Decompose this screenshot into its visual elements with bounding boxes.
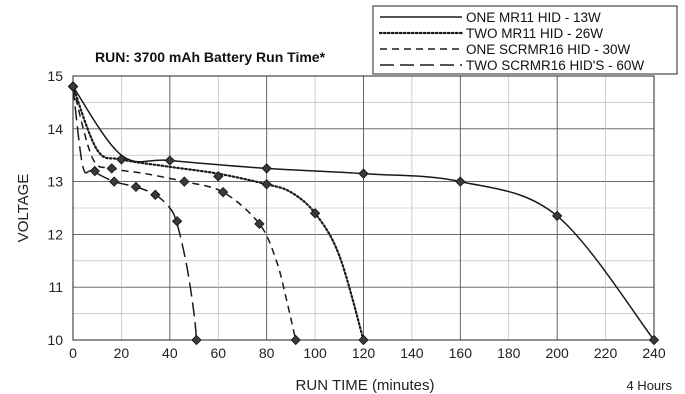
series-3-marker xyxy=(179,176,190,187)
x-tick-label: 100 xyxy=(303,345,327,361)
series-2-marker xyxy=(309,208,321,219)
legend-label: TWO SCRMR16 HID'S - 60W xyxy=(466,58,644,73)
series-1-marker xyxy=(455,176,466,187)
y-tick-label: 13 xyxy=(47,174,63,190)
tick-labels: 0 20 40 60 80 100 120 140 160 180 200 220 240 10 11 12 1… xyxy=(47,68,665,361)
series-line-2 xyxy=(71,85,365,342)
y-tick-label: 11 xyxy=(48,279,63,295)
y-tick-label: 15 xyxy=(47,68,63,84)
x-tick-label: 20 xyxy=(114,345,130,361)
x-tick-label: 60 xyxy=(210,345,226,361)
series-1-marker xyxy=(261,163,272,174)
series-3-marker xyxy=(254,218,265,230)
x-tick-label: 180 xyxy=(497,345,521,361)
series-1-marker xyxy=(552,210,563,222)
chart-title: RUN: 3700 mAh Battery Run Time* xyxy=(95,49,326,65)
series-1-marker xyxy=(358,168,369,179)
series-2-marker xyxy=(116,154,127,165)
y-tick-label: 14 xyxy=(47,121,63,137)
legend-label: TWO MR11 HID - 26W xyxy=(466,26,603,41)
series-2-marker xyxy=(213,171,224,182)
series-line-3 xyxy=(72,86,297,341)
y-tick-label: 10 xyxy=(47,332,63,348)
legend-label: ONE MR11 HID - 13W xyxy=(466,10,601,25)
duration-note: 4 Hours xyxy=(626,378,672,393)
grid xyxy=(72,75,655,341)
series-4-marker xyxy=(89,165,100,177)
x-tick-label: 160 xyxy=(449,345,473,361)
series-3-marker xyxy=(217,186,229,198)
series-4-marker xyxy=(108,176,120,187)
series-4-marker xyxy=(191,334,202,346)
x-tick-label: 0 xyxy=(69,345,77,361)
x-tick-label: 240 xyxy=(642,345,666,361)
series-2-marker xyxy=(358,334,369,346)
series-1-marker xyxy=(164,155,175,166)
x-axis-label: RUN TIME (minutes) xyxy=(296,377,435,394)
x-tick-label: 40 xyxy=(162,345,178,361)
y-axis-label: VOLTAGE xyxy=(15,174,32,243)
x-tick-label: 140 xyxy=(400,345,424,361)
series-layer xyxy=(67,81,660,346)
series-3-marker xyxy=(106,163,117,174)
series-4-marker xyxy=(67,81,79,92)
series-3-marker xyxy=(290,334,301,346)
x-tick-label: 80 xyxy=(259,345,275,361)
y-tick-label: 12 xyxy=(47,226,63,242)
series-line-4 xyxy=(72,86,198,341)
series-4-marker xyxy=(130,181,142,193)
series-2-marker xyxy=(261,179,272,190)
x-tick-label: 200 xyxy=(545,345,569,361)
x-tick-label: 120 xyxy=(352,345,376,361)
legend-label: ONE SCRMR16 HID - 30W xyxy=(466,42,631,57)
series-1-marker xyxy=(648,334,660,346)
x-tick-label: 220 xyxy=(594,345,618,361)
series-4-marker xyxy=(171,216,183,227)
series-4-marker xyxy=(150,189,161,200)
